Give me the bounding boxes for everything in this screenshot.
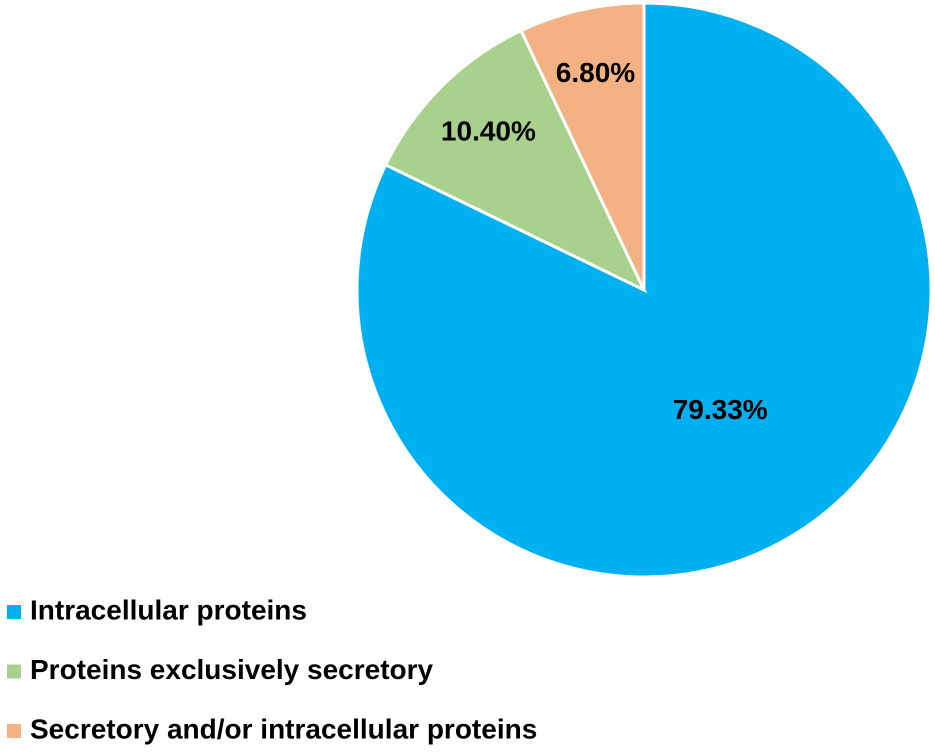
legend-swatch xyxy=(7,664,21,679)
legend-swatch xyxy=(7,724,21,738)
data-label: 10.40% xyxy=(441,115,536,146)
data-label: 6.80% xyxy=(556,57,635,88)
pie-slice xyxy=(383,28,648,294)
legend-swatch xyxy=(7,605,21,619)
legend-label: Intracellular proteins xyxy=(30,594,307,625)
legend-label: Proteins exclusively secretory xyxy=(30,654,434,685)
legend-label: Secretory and/or intracellular proteins xyxy=(30,713,537,744)
pie-slice xyxy=(519,1,646,291)
data-label: 79.33% xyxy=(673,394,768,425)
